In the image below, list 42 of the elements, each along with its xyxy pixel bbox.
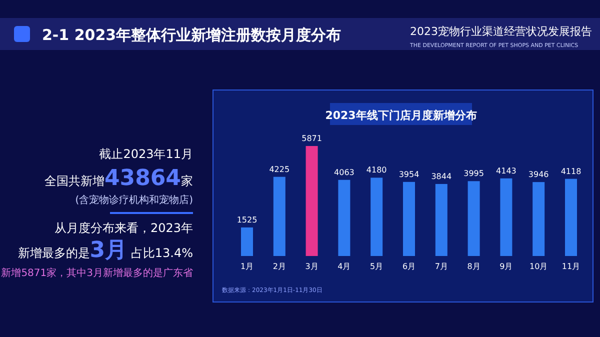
data-label: 3995 <box>464 169 484 178</box>
data-label: 3946 <box>528 170 549 180</box>
data-label: 3954 <box>398 170 420 179</box>
bar <box>273 176 286 256</box>
bar <box>338 180 350 256</box>
x-tick-label: 10月 <box>530 262 548 271</box>
text: 2-1 2023年整体行业新增注册数按月度分布 <box>42 26 342 44</box>
x-tick-label: 1月 <box>240 262 254 271</box>
data-label: 4180 <box>366 166 387 175</box>
text: 从月度分布来看，2023年 <box>54 221 193 235</box>
text: 全国共新增43864家 <box>44 166 193 191</box>
x-tick-label: 5月 <box>370 262 384 271</box>
x-tick-label: 4月 <box>338 262 351 271</box>
bar <box>403 182 415 256</box>
data-label: 4063 <box>334 168 354 177</box>
x-tick-label: 9月 <box>500 262 513 271</box>
text: (含宠物诊疗机构和宠物店) <box>75 194 194 206</box>
x-tick-label: 11月 <box>562 262 580 271</box>
bar <box>306 146 318 256</box>
data-label: 5871 <box>302 134 322 143</box>
bar <box>468 181 480 256</box>
text: 2023宠物行业渠道经营状况发展报告 <box>410 25 592 38</box>
x-tick-label: 8月 <box>467 262 480 271</box>
x-tick-label: 3月 <box>305 262 318 271</box>
data-label: 4225 <box>269 164 290 174</box>
data-label: 1525 <box>236 215 258 224</box>
x-tick-label: 6月 <box>402 262 416 271</box>
data-label: 3844 <box>431 172 452 181</box>
x-tick-label: 7月 <box>434 262 448 271</box>
text: 新增最多的是3月 占比13.4% <box>18 238 193 263</box>
x-tick-label: 2月 <box>272 262 286 271</box>
chart-title: 2023年线下门店月度新增分布 <box>325 109 477 122</box>
bar <box>241 227 253 256</box>
bar <box>500 178 512 256</box>
data-label: 4143 <box>496 166 516 176</box>
data-label: 4118 <box>560 166 582 176</box>
bar <box>565 178 577 256</box>
bar <box>435 184 448 256</box>
text: 新增5871家，其中3月新增最多的是广东省 <box>1 267 193 279</box>
bar <box>370 178 383 256</box>
bar <box>532 182 545 256</box>
text: 截止2023年11月 <box>99 147 193 161</box>
